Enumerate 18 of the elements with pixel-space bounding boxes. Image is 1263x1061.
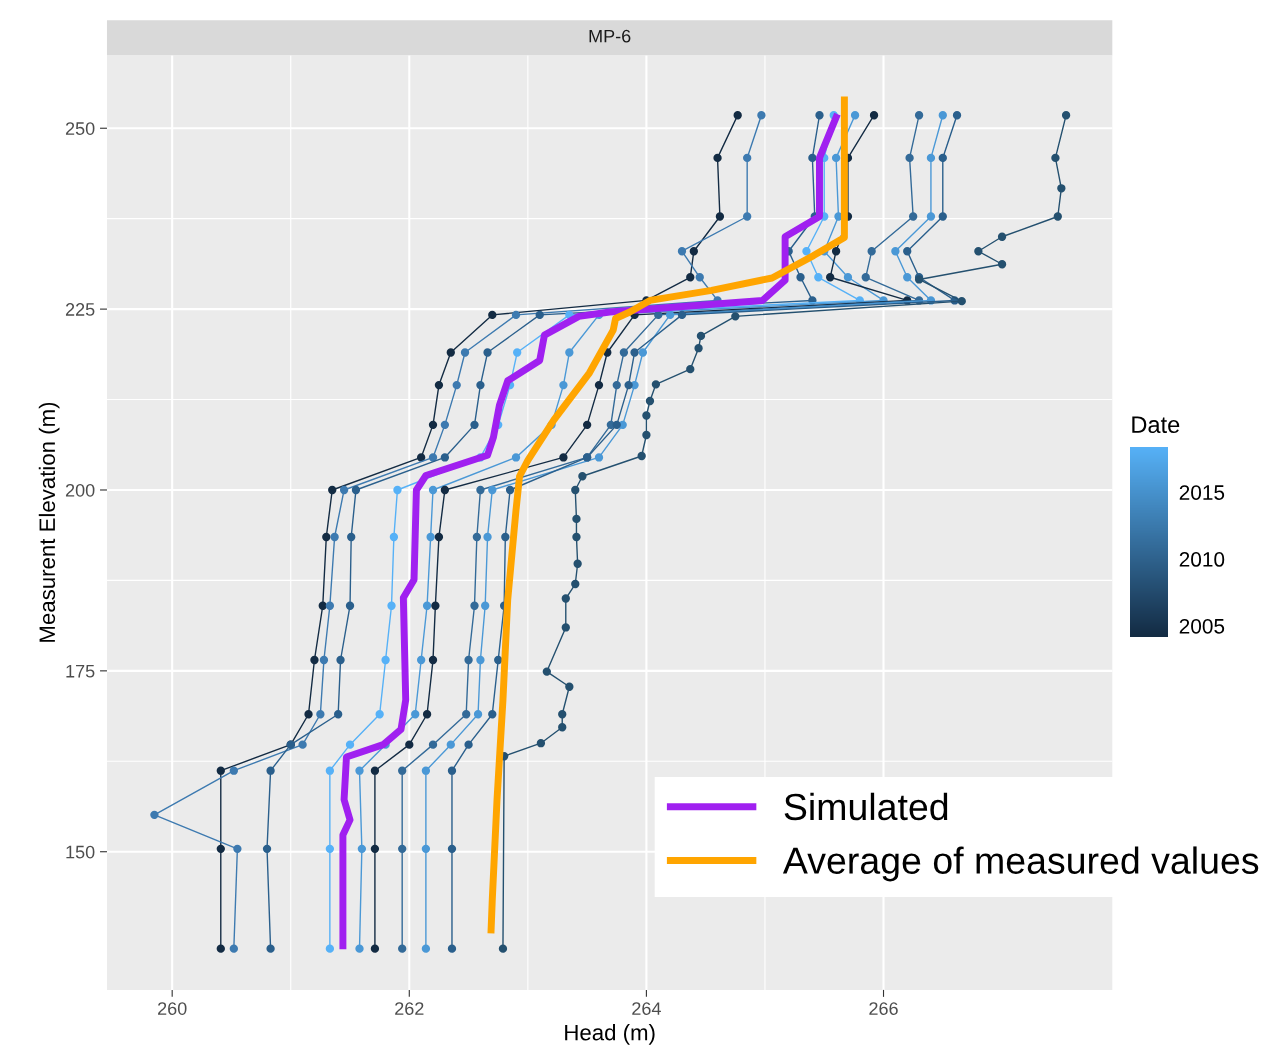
y-tick-label: 225 [65, 303, 95, 316]
legend-label: Simulated [784, 792, 948, 821]
color-bar-label: 2010 [1179, 552, 1225, 567]
color-bar-title: Date [1132, 416, 1180, 434]
y-tick-label: 175 [66, 664, 95, 678]
x-tick-label: 266 [869, 1002, 898, 1015]
color-bar-label: 2015 [1179, 485, 1225, 500]
y-axis-title: Measurent Elevation (m) [38, 402, 60, 642]
x-axis-title: Head (m) [565, 1024, 655, 1045]
x-tick-label: 262 [395, 1002, 424, 1015]
color-bar-label: 2005 [1179, 618, 1225, 634]
y-tick-label: 250 [65, 122, 95, 135]
y-tick-label: 150 [66, 845, 95, 859]
legend-label: Average of measured values [782, 846, 1259, 882]
x-tick-label: 264 [632, 1002, 661, 1015]
y-tick-label: 200 [65, 483, 95, 497]
x-tick-label: 260 [158, 1002, 187, 1015]
chart-title: MP-6 [589, 29, 631, 43]
